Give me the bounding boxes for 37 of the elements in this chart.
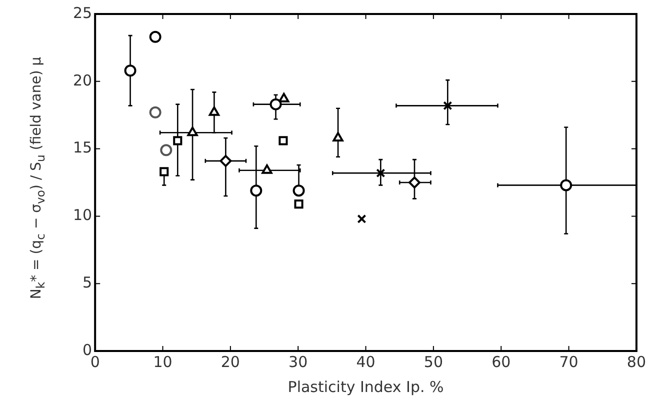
point [149,30,162,43]
point [278,136,288,146]
point [220,154,232,167]
y-tick-label: 15 [72,138,92,157]
point [149,106,162,118]
point [294,200,304,209]
point [443,101,452,110]
x-axis-title: Plasticity Index Ip. % [288,378,444,396]
x-tick-label: 50 [424,352,443,371]
point [408,176,420,188]
point [124,64,136,77]
x-tick-label: 30 [288,352,308,371]
point [357,214,366,224]
point [278,92,290,102]
point [187,126,198,136]
point [160,167,169,176]
x-tick-label: 70 [559,352,578,371]
point [292,184,305,197]
point [250,184,262,197]
y-tick-label: 0 [82,340,92,359]
point [173,136,182,146]
y-tick-label: 10 [72,206,92,224]
point [560,179,572,192]
point [270,98,282,110]
point [262,164,272,174]
point [160,144,172,156]
x-tick-label: 20 [220,352,240,371]
point [332,132,344,142]
x-tick-label: 10 [153,352,172,371]
point [376,168,386,178]
x-tick-label: 60 [492,352,511,371]
y-tick-label: 20 [72,71,92,90]
y-tick-label: 25 [72,4,92,22]
point [208,106,220,116]
y-tick-label: 5 [82,273,92,292]
x-tick-label: 80 [626,352,646,371]
x-tick-label: 40 [356,352,376,371]
